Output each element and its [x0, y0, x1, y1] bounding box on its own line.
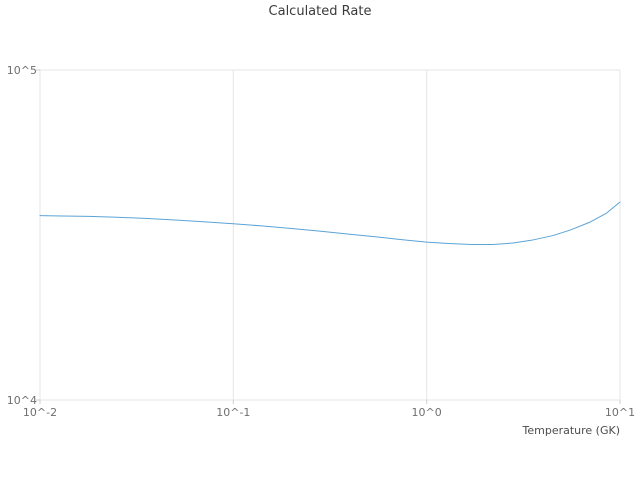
- y-tick-label-0: 10^5: [7, 64, 37, 77]
- x-tick-label-1: 10^-1: [216, 406, 250, 419]
- rate-line: [39, 201, 621, 245]
- x-tick-label-2: 10^0: [412, 406, 442, 419]
- x-axis-label: Temperature (GK): [522, 424, 621, 437]
- x-tick-label-0: 10^-2: [23, 406, 57, 419]
- x-gridlines: [39, 70, 621, 400]
- x-tick-label-3: 10^1: [605, 406, 635, 419]
- y-tick-label-1: 10^4: [7, 394, 37, 407]
- x-tick-labels: 10^-2 10^-1 10^0 10^1: [23, 406, 635, 419]
- tick-marks: [36, 69, 621, 404]
- y-gridlines: [40, 69, 620, 401]
- y-tick-labels: 10^5 10^4: [7, 64, 37, 407]
- chart-title: Calculated Rate: [268, 4, 372, 19]
